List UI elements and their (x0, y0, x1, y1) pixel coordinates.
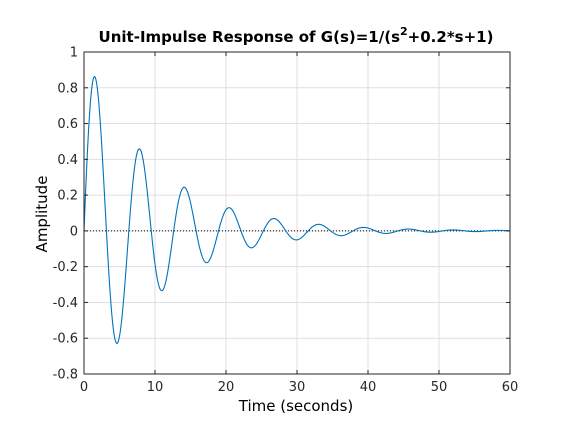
y-tick-label: -0.8 (53, 368, 78, 383)
y-tick-label: 0.8 (57, 81, 78, 96)
y-tick-label: 0.6 (57, 117, 78, 132)
x-tick-label: 0 (80, 380, 88, 395)
x-tick-label: 60 (502, 380, 519, 395)
x-axis-label: Time (seconds) (238, 397, 354, 415)
impulse-response-line (83, 76, 511, 344)
y-tick-label: 1 (70, 46, 78, 61)
y-tick-label: -0.6 (53, 332, 78, 347)
y-tick-label: -0.2 (53, 260, 78, 275)
y-ticks: -0.8 -0.6 -0.4 -0.2 0 0.2 0.4 0.6 0.8 1 (53, 46, 510, 383)
y-axis-label: Amplitude (33, 176, 51, 253)
chart-title-tail: +0.2*s+1) (408, 28, 494, 46)
x-tick-label: 20 (218, 380, 235, 395)
y-tick-label: -0.4 (53, 296, 78, 311)
chart-title: Unit-Impulse Response of G(s)=1/(s2+0.2*… (99, 25, 494, 46)
chart-title-main: Unit-Impulse Response of G(s)=1/(s (99, 28, 401, 46)
y-tick-label: 0 (70, 224, 78, 239)
x-tick-label: 10 (147, 380, 164, 395)
series-layer (83, 76, 511, 344)
x-tick-label: 40 (360, 380, 377, 395)
y-tick-label: 0.4 (57, 153, 78, 168)
x-tick-label: 50 (431, 380, 448, 395)
x-tick-label: 30 (289, 380, 306, 395)
y-tick-label: 0.2 (57, 189, 78, 204)
x-ticks: 0 10 20 30 40 50 60 (80, 52, 518, 395)
chart-title-superscript: 2 (400, 25, 408, 38)
